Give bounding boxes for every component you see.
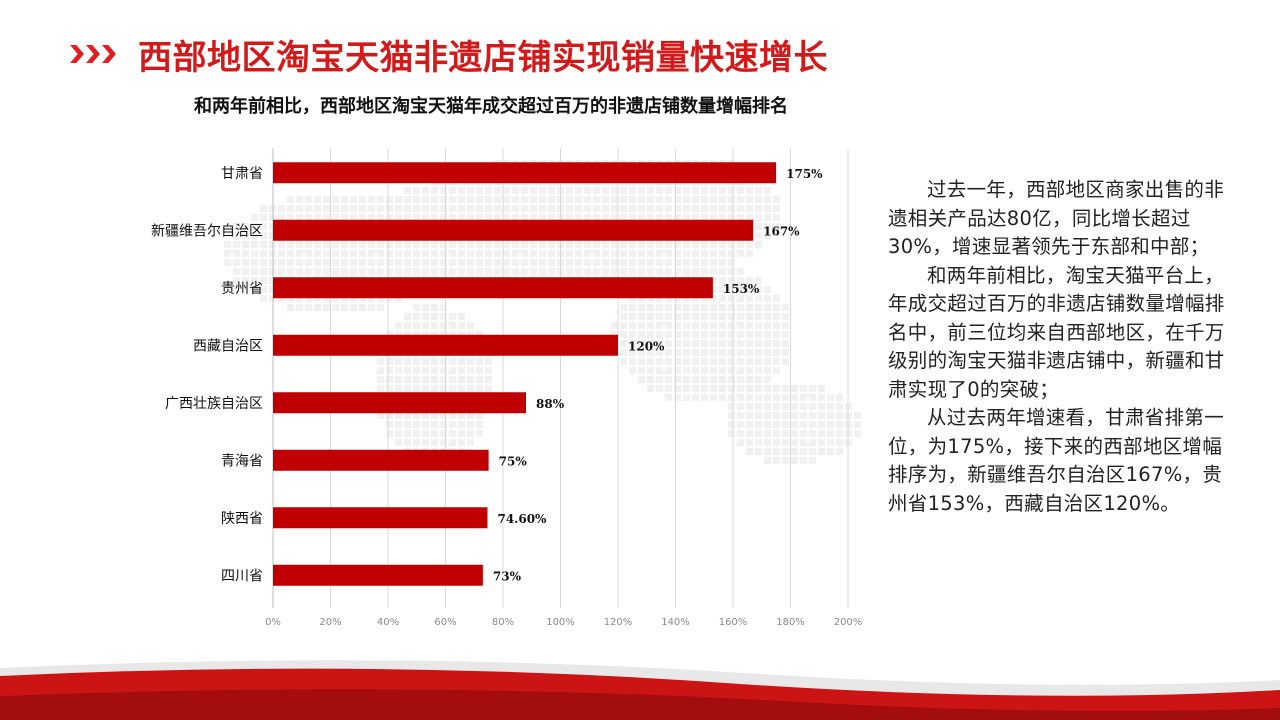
title-row: 西部地区淘宝天猫非遗店铺实现销量快速增长 xyxy=(70,28,828,80)
category-label: 贵州省 xyxy=(221,281,263,297)
data-label: 73% xyxy=(493,569,522,583)
bar xyxy=(273,334,618,356)
x-tick-label: 0% xyxy=(265,617,281,628)
bar xyxy=(273,507,488,529)
data-label: 75% xyxy=(499,454,528,468)
category-label: 四川省 xyxy=(221,568,263,584)
category-label: 新疆维吾尔自治区 xyxy=(151,223,263,239)
x-tick-label: 140% xyxy=(661,617,690,628)
x-tick-label: 60% xyxy=(434,617,456,628)
bar xyxy=(273,219,754,241)
category-label: 陕西省 xyxy=(221,511,263,527)
description-text: 过去一年，西部地区商家出售的非遗相关产品达80亿，同比增长超过30%，增速显著领… xyxy=(888,176,1233,518)
x-tick-label: 120% xyxy=(604,617,633,628)
data-label: 153% xyxy=(723,282,760,296)
x-tick-label: 80% xyxy=(492,617,514,628)
bar xyxy=(273,449,489,471)
paragraph-3: 从过去两年增速看，甘肃省排第一位，为175%，接下来的西部地区增幅排序为，新疆维… xyxy=(888,406,1225,515)
category-label: 广西壮族自治区 xyxy=(165,396,263,412)
paragraph-1: 过去一年，西部地区商家出售的非遗相关产品达80亿，同比增长超过30%，增速显著领… xyxy=(888,178,1225,258)
chart-subtitle: 和两年前相比，西部地区淘宝天猫年成交超过百万的非遗店铺数量增幅排名 xyxy=(194,96,788,117)
page-title: 西部地区淘宝天猫非遗店铺实现销量快速增长 xyxy=(138,37,828,78)
bar xyxy=(273,564,483,586)
data-label: 74.60% xyxy=(497,512,547,526)
x-tick-label: 20% xyxy=(319,617,341,628)
x-tick-label: 40% xyxy=(377,617,399,628)
paragraph-2: 和两年前相比，淘宝天猫平台上，年成交超过百万的非遗店铺数量增幅排名中，前三位均来… xyxy=(888,263,1225,401)
footer-decoration xyxy=(0,660,1280,720)
data-label: 88% xyxy=(536,397,565,411)
bar xyxy=(273,277,713,299)
x-tick-label: 160% xyxy=(719,617,748,628)
bar xyxy=(273,162,777,184)
category-label: 青海省 xyxy=(221,453,263,469)
category-label: 甘肃省 xyxy=(221,166,263,182)
data-label: 167% xyxy=(763,224,800,238)
x-tick-label: 200% xyxy=(834,617,863,628)
chevron-arrows-icon xyxy=(70,45,116,63)
bar xyxy=(273,392,526,414)
category-label: 西藏自治区 xyxy=(193,338,263,354)
world-map-dots-background xyxy=(224,160,861,464)
x-tick-label: 100% xyxy=(546,617,575,628)
data-label: 120% xyxy=(628,339,665,353)
data-label: 175% xyxy=(786,167,823,181)
x-tick-label: 180% xyxy=(776,617,805,628)
